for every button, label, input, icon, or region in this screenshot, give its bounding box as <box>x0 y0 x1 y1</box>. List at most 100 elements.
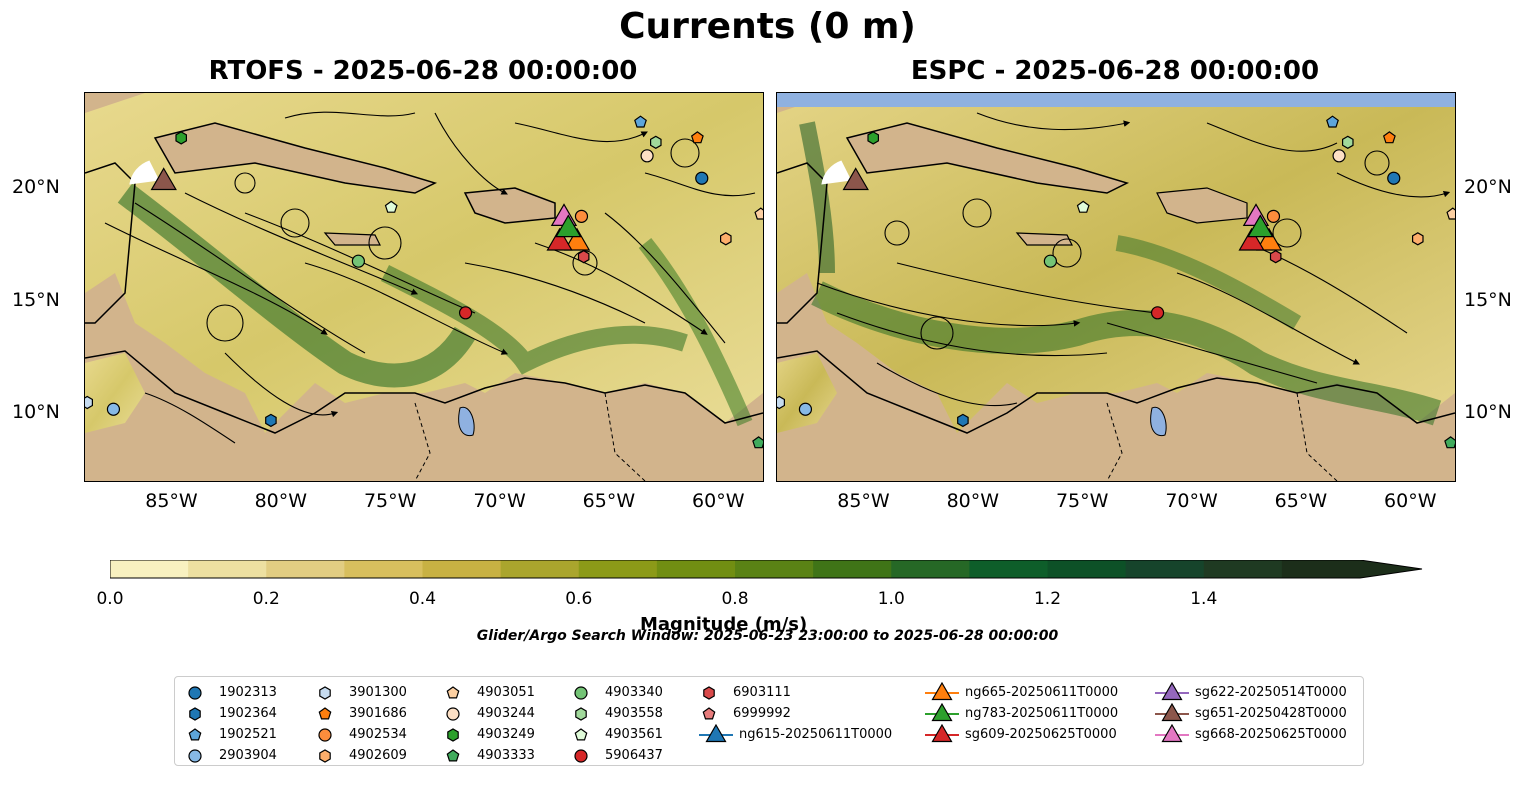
float-4903333 <box>1444 436 1455 449</box>
legend-label: 4903340 <box>605 685 663 700</box>
colorbar-segment <box>266 560 345 578</box>
legend-triangle <box>1161 682 1183 701</box>
colorbar-segment <box>344 560 423 578</box>
float-4903051 <box>754 207 763 220</box>
legend-marker <box>189 707 201 721</box>
y-tick-right: 15°N <box>1464 288 1512 311</box>
map-panel-espc[interactable] <box>776 92 1456 482</box>
float-markers-espc <box>777 115 1455 449</box>
legend-symbol <box>702 707 716 720</box>
float-4903051 <box>1446 207 1455 220</box>
legend-symbol <box>446 707 460 721</box>
legend-marker <box>574 728 588 741</box>
panel-title-espc: ESPC - 2025-06-28 00:00:00 <box>910 56 1320 86</box>
float-4903340 <box>351 254 365 268</box>
legend-label: sg651-20250428T0000 <box>1195 706 1347 721</box>
colorbar-segment <box>1203 560 1283 578</box>
legend-marker <box>575 707 587 721</box>
legend-marker <box>446 707 460 721</box>
float-6903111 <box>577 250 590 264</box>
colorbar-segment <box>891 560 970 578</box>
legend-label: 1902313 <box>219 685 277 700</box>
colorbar-tick: 0.6 <box>565 589 593 609</box>
colorbar-tick: 1.4 <box>1190 589 1218 609</box>
legend-label: sg609-20250625T0000 <box>965 727 1117 742</box>
x-tick-left: 75°W <box>363 490 417 512</box>
float-4902609 <box>719 232 732 246</box>
float-1902521 <box>1326 115 1339 128</box>
legend-label: sg668-20250625T0000 <box>1195 727 1347 742</box>
colorbar-segment <box>1281 560 1361 578</box>
glider-ng665-20250611T0000 <box>1255 227 1283 251</box>
current-band <box>638 238 753 427</box>
float-1902521 <box>634 115 647 128</box>
legend-label: ng665-20250611T0000 <box>965 685 1119 700</box>
map-panel-rtofs[interactable] <box>84 92 764 482</box>
country-borders <box>414 392 646 481</box>
legend-symbol <box>318 707 332 720</box>
caribbean-sea <box>85 93 763 433</box>
x-tick-right: 70°W <box>1165 490 1218 512</box>
legend-label: 2903904 <box>219 748 277 763</box>
legend-symbol <box>188 749 202 763</box>
legend-marker <box>925 682 959 701</box>
float-3901686 <box>1382 131 1396 144</box>
yucatan-coast <box>777 162 828 324</box>
hispaniola <box>1156 187 1248 224</box>
legend-label: 4903051 <box>477 685 535 700</box>
float-4902534 <box>574 209 589 223</box>
legend-marker <box>319 749 331 763</box>
float-4903561 <box>1076 200 1090 213</box>
yucatan-coast <box>85 162 136 324</box>
streamlines <box>816 112 1451 407</box>
colorbar-segment <box>578 560 658 578</box>
legend-triangle <box>705 724 727 743</box>
legend-marker <box>702 707 716 720</box>
legend-marker <box>703 686 715 700</box>
current-band <box>811 281 1442 426</box>
colorbar-segment <box>1125 560 1205 578</box>
legend-label: 4903249 <box>477 727 535 742</box>
legend-symbol <box>703 686 715 700</box>
legend-symbol <box>188 728 202 741</box>
legend-label: ng615-20250611T0000 <box>739 727 893 742</box>
legend-symbol <box>319 686 331 700</box>
legend-marker <box>447 728 459 742</box>
legend-marker <box>188 686 202 700</box>
colorbar-outline <box>110 560 1423 579</box>
colorbar-segment <box>656 560 736 578</box>
pacific-sea <box>85 353 145 433</box>
jamaica <box>323 232 381 246</box>
glider-sg609-20250625T0000 <box>546 227 573 251</box>
legend-marker <box>1155 703 1189 722</box>
colorbar-segment <box>188 560 267 578</box>
glider-ng665-20250611T0000 <box>563 227 591 251</box>
legend-triangle <box>1161 703 1183 722</box>
pacific-sea <box>777 353 837 433</box>
float-4903561 <box>384 200 398 213</box>
legend-label: 4903558 <box>605 706 663 721</box>
current-band <box>380 264 688 375</box>
legend-marker <box>1155 682 1189 701</box>
float-2903904 <box>798 402 813 416</box>
cuba <box>845 122 1130 194</box>
legend-marker <box>446 686 460 699</box>
legend-label: 4902609 <box>349 748 407 763</box>
colorbar-segment <box>813 560 892 578</box>
float-5906437 <box>1150 306 1165 320</box>
y-tick-right: 10°N <box>1464 400 1512 423</box>
legend-symbol <box>574 728 588 741</box>
legend-symbol <box>574 686 588 700</box>
legend-marker <box>188 728 202 741</box>
float-markers-rtofs <box>85 115 763 449</box>
float-1902364 <box>957 413 969 428</box>
legend-marker <box>319 686 331 700</box>
legend-symbol <box>319 749 331 763</box>
legend-label: 3901300 <box>349 685 407 700</box>
colorbar-segment <box>422 560 502 578</box>
legend-label: 6999992 <box>733 706 791 721</box>
glider-sg651-20250428T0000 <box>842 167 869 191</box>
legend-marker <box>318 728 332 742</box>
glider-track-wedge <box>821 160 852 185</box>
panel-title-rtofs: RTOFS - 2025-06-28 00:00:00 <box>208 56 638 86</box>
